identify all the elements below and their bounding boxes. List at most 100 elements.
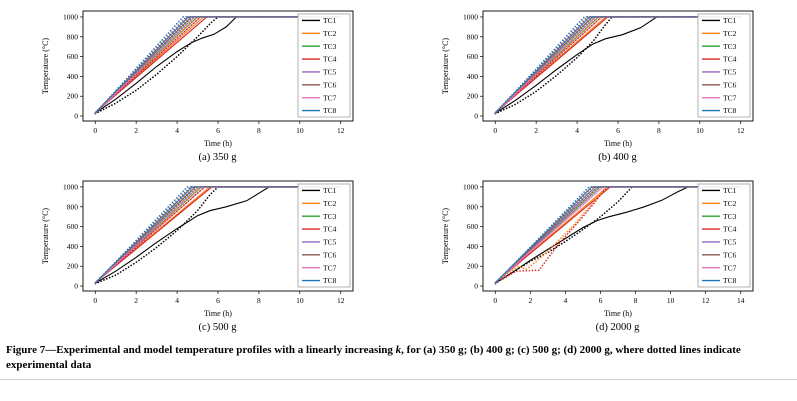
y-tick-label: 800: [66, 202, 78, 211]
caption-text-1: Figure 7—Experimental and model temperat…: [6, 344, 396, 356]
y-tick-label: 400: [466, 242, 478, 251]
series-TC1: [494, 186, 741, 284]
subcaption-a: (a) 350 g: [198, 152, 237, 163]
legend-label-TC2: TC2: [323, 199, 337, 208]
axes-frame: [482, 10, 753, 122]
figure-7: 0 2 4 6 8 10 12 0 200 400 600 800 1000 Time (h) Temper…: [0, 5, 797, 380]
legend-label-TC6: TC6: [723, 80, 737, 89]
subplot-c: 0 2 4 6 8 10 12 0 200 400 600 800 1000 Time (h) Temper…: [39, 175, 359, 333]
legend-label-TC6: TC6: [323, 80, 337, 89]
subcaption-b: (b) 400 g: [598, 152, 637, 163]
series-TC2-exp: [493, 186, 742, 284]
y-tick-label: 1000: [463, 182, 478, 191]
legend-label-TC7: TC7: [323, 263, 337, 272]
x-tick-label: 6: [598, 296, 602, 305]
legend-label-TC2: TC2: [723, 29, 737, 38]
y-tick-label: 600: [66, 222, 78, 231]
y-tick-label: 800: [466, 32, 478, 41]
legend-box: [297, 13, 350, 118]
chart-500g: 0 2 4 6 8 10 12 0 200 400 600 800 1000 Time (h) Temper…: [39, 175, 359, 321]
series-TC1-exp: [493, 186, 742, 285]
bottom-divider: [0, 378, 797, 380]
legend-label-TC3: TC3: [723, 212, 737, 221]
subcaption-c: (c) 500 g: [198, 322, 237, 333]
y-tick-label: 400: [466, 72, 478, 81]
legend-label-TC7: TC7: [723, 263, 737, 272]
x-tick-label: 12: [336, 296, 344, 305]
legend-label-TC4: TC4: [723, 225, 737, 234]
x-tick-label: 2: [134, 126, 138, 135]
subcaption-d: (d) 2000 g: [595, 322, 640, 333]
y-tick-label: 800: [466, 202, 478, 211]
plot-svg: 0 2 4 6 8 10 12 0 200 400 600 800 1000 Time (h) Temper…: [41, 180, 353, 318]
x-tick-label: 8: [257, 126, 261, 135]
legend-box: [697, 183, 750, 288]
y-tick-label: 0: [474, 282, 478, 291]
legend-label-TC8: TC8: [323, 276, 337, 285]
x-tick-label: 12: [736, 126, 744, 135]
legend-label-TC5: TC5: [323, 68, 337, 77]
x-tick-label: 4: [575, 126, 579, 135]
x-axis-label: Time (h): [204, 309, 232, 318]
legend-label-TC1: TC1: [723, 186, 737, 195]
series-TC5-exp: [93, 186, 342, 284]
subplot-b: 0 2 4 6 8 10 12 0 200 400 600 800 1000 Time (h) Temper…: [439, 5, 759, 163]
plot-svg: 0 2 4 6 8 10 12 0 200 400 600 800 1000 Time (h) Temper…: [441, 10, 753, 148]
x-tick-label: 0: [493, 296, 497, 305]
chart-2000g: 0 2 4 6 8 10 12 14 0 200 400 600 800 1000 Time (h) Temp…: [439, 175, 759, 321]
x-tick-label: 14: [736, 296, 744, 305]
series-TC8-exp: [93, 186, 342, 284]
series-TC1: [94, 186, 341, 284]
legend-label-TC4: TC4: [323, 225, 337, 234]
legend-label-TC5: TC5: [323, 238, 337, 247]
legend-label-TC1: TC1: [323, 186, 337, 195]
y-tick-label: 600: [466, 52, 478, 61]
legend-label-TC7: TC7: [323, 93, 337, 102]
x-tick-label: 10: [296, 296, 304, 305]
chart-350g: 0 2 4 6 8 10 12 0 200 400 600 800 1000 Time (h) Temper…: [39, 5, 359, 151]
chart-400g: 0 2 4 6 8 10 12 0 200 400 600 800 1000 Time (h) Temper…: [439, 5, 759, 151]
x-tick-label: 10: [696, 126, 704, 135]
y-tick-label: 600: [66, 52, 78, 61]
legend-box: [297, 183, 350, 288]
legend-label-TC3: TC3: [323, 212, 337, 221]
x-tick-label: 0: [93, 296, 97, 305]
x-tick-label: 4: [175, 126, 179, 135]
y-tick-label: 400: [66, 242, 78, 251]
x-tick-label: 4: [563, 296, 567, 305]
subplot-grid: 0 2 4 6 8 10 12 0 200 400 600 800 1000 Time (h) Temper…: [39, 5, 759, 333]
y-tick-label: 200: [66, 92, 78, 101]
x-tick-label: 10: [296, 126, 304, 135]
x-tick-label: 8: [257, 296, 261, 305]
x-tick-label: 6: [216, 296, 220, 305]
series-TC8-exp: [93, 16, 342, 114]
x-tick-label: 0: [93, 126, 97, 135]
x-tick-label: 2: [534, 126, 538, 135]
legend-label-TC3: TC3: [723, 42, 737, 51]
caption-variable-k: k: [395, 344, 402, 356]
x-axis-label: Time (h): [604, 309, 632, 318]
y-tick-label: 0: [74, 112, 78, 121]
series-TC1-exp: [493, 16, 742, 115]
axes-frame: [82, 10, 353, 122]
x-tick-label: 10: [666, 296, 674, 305]
x-tick-label: 2: [134, 296, 138, 305]
legend-label-TC7: TC7: [723, 93, 737, 102]
axes-frame: [82, 180, 353, 292]
y-tick-label: 200: [66, 262, 78, 271]
series-TC8-exp: [493, 16, 742, 114]
series-TC1: [494, 16, 741, 114]
legend-label-TC4: TC4: [723, 55, 737, 64]
legend-label-TC8: TC8: [723, 106, 737, 115]
y-axis-label: Temperature (°C): [41, 38, 50, 95]
legend-label-TC6: TC6: [323, 250, 337, 259]
legend-label-TC1: TC1: [323, 16, 337, 25]
caption-text-2: , for (a) 350 g; (b) 400 g; (c) 500 g; (…: [6, 344, 741, 371]
x-tick-label: 12: [701, 296, 709, 305]
x-tick-label: 8: [633, 296, 637, 305]
y-tick-label: 200: [466, 262, 478, 271]
y-axis-label: Temperature (°C): [41, 208, 50, 265]
figure-caption: Figure 7—Experimental and model temperat…: [6, 343, 791, 373]
subplot-a: 0 2 4 6 8 10 12 0 200 400 600 800 1000 Time (h) Temper…: [39, 5, 359, 163]
legend-label-TC5: TC5: [723, 68, 737, 77]
